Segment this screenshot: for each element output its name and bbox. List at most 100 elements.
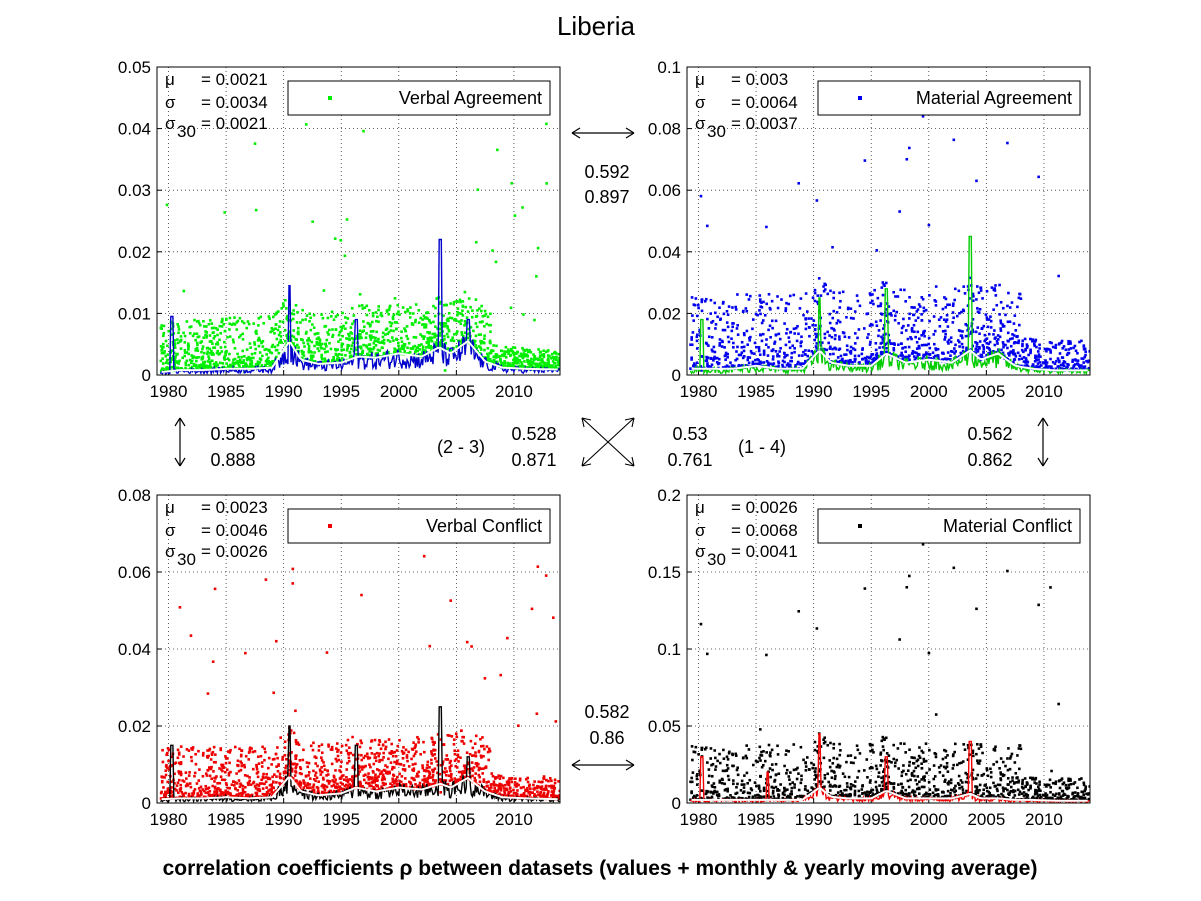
data-point bbox=[430, 736, 434, 740]
data-point bbox=[423, 349, 427, 352]
data-point bbox=[248, 779, 252, 783]
data-point bbox=[920, 296, 924, 299]
data-point bbox=[452, 300, 456, 304]
data-point bbox=[239, 768, 243, 772]
data-point bbox=[432, 749, 436, 752]
x-tick-label: 1990 bbox=[795, 382, 833, 401]
data-point bbox=[481, 340, 485, 344]
data-point bbox=[874, 348, 878, 352]
data-point bbox=[248, 342, 252, 345]
data-point bbox=[765, 225, 768, 229]
data-point bbox=[959, 351, 963, 355]
data-point bbox=[341, 326, 344, 330]
data-point bbox=[505, 350, 509, 353]
data-point bbox=[539, 350, 542, 354]
data-point bbox=[1054, 346, 1057, 350]
data-point bbox=[378, 349, 382, 352]
data-point bbox=[838, 306, 842, 309]
data-point bbox=[547, 779, 550, 783]
data-point bbox=[405, 334, 408, 338]
data-point bbox=[432, 320, 435, 324]
data-point bbox=[383, 777, 387, 781]
data-point bbox=[421, 766, 425, 770]
data-point bbox=[331, 333, 335, 337]
data-point bbox=[547, 361, 551, 365]
data-point bbox=[325, 774, 328, 777]
data-point bbox=[201, 774, 205, 778]
data-point bbox=[474, 322, 478, 325]
data-point bbox=[1087, 359, 1090, 363]
data-point bbox=[184, 771, 188, 774]
data-point bbox=[499, 358, 502, 362]
data-point bbox=[380, 314, 384, 318]
data-point bbox=[482, 786, 486, 789]
data-point bbox=[1018, 354, 1022, 358]
data-point bbox=[292, 312, 296, 316]
data-point bbox=[404, 329, 407, 333]
data-point bbox=[321, 776, 325, 780]
data-point bbox=[927, 352, 930, 356]
data-point bbox=[278, 781, 281, 785]
data-point bbox=[799, 363, 802, 366]
data-point bbox=[261, 745, 264, 749]
data-point bbox=[503, 359, 506, 363]
data-point bbox=[285, 757, 288, 761]
data-point bbox=[1069, 347, 1073, 350]
data-point bbox=[1004, 343, 1007, 347]
data-point bbox=[546, 349, 549, 353]
data-point bbox=[361, 330, 364, 334]
data-point bbox=[179, 762, 182, 766]
data-point bbox=[267, 359, 271, 363]
data-point bbox=[978, 340, 982, 343]
data-point bbox=[511, 351, 515, 355]
data-point bbox=[551, 360, 555, 363]
data-point bbox=[417, 741, 420, 744]
data-point bbox=[944, 297, 948, 301]
data-point bbox=[375, 330, 378, 334]
data-point bbox=[346, 337, 350, 341]
x-tick-label: 2005 bbox=[437, 382, 475, 401]
data-point bbox=[1045, 347, 1049, 351]
data-point bbox=[512, 364, 516, 368]
data-point bbox=[539, 790, 543, 794]
data-point bbox=[427, 343, 430, 347]
data-point bbox=[1000, 353, 1004, 356]
data-point bbox=[524, 778, 528, 781]
data-point bbox=[1051, 360, 1055, 364]
data-point bbox=[545, 363, 549, 366]
data-point bbox=[350, 332, 354, 335]
data-point bbox=[532, 358, 536, 362]
data-point bbox=[843, 362, 846, 365]
data-point bbox=[502, 354, 505, 358]
data-point bbox=[446, 317, 450, 321]
data-point bbox=[1067, 342, 1070, 346]
data-point bbox=[1036, 365, 1040, 369]
data-point bbox=[751, 327, 754, 331]
data-point bbox=[540, 357, 544, 361]
data-point bbox=[896, 295, 900, 298]
data-point bbox=[388, 305, 391, 309]
data-point bbox=[937, 318, 941, 321]
data-point bbox=[190, 755, 193, 759]
data-point bbox=[357, 753, 360, 757]
data-point bbox=[413, 778, 416, 782]
data-point bbox=[519, 365, 523, 369]
data-point bbox=[377, 743, 381, 747]
data-point bbox=[718, 338, 722, 341]
data-point bbox=[325, 345, 328, 348]
data-point bbox=[403, 768, 407, 771]
data-point bbox=[961, 349, 965, 353]
data-point bbox=[387, 351, 390, 355]
data-point bbox=[485, 322, 489, 326]
data-point bbox=[758, 298, 762, 301]
data-point bbox=[304, 318, 307, 321]
data-point bbox=[284, 771, 288, 775]
data-point bbox=[406, 309, 410, 313]
data-point bbox=[226, 790, 230, 794]
data-point bbox=[1012, 360, 1015, 364]
data-point bbox=[325, 651, 329, 654]
data-point bbox=[692, 362, 696, 365]
data-point bbox=[522, 785, 525, 789]
data-point bbox=[409, 785, 412, 789]
data-point bbox=[422, 783, 426, 786]
